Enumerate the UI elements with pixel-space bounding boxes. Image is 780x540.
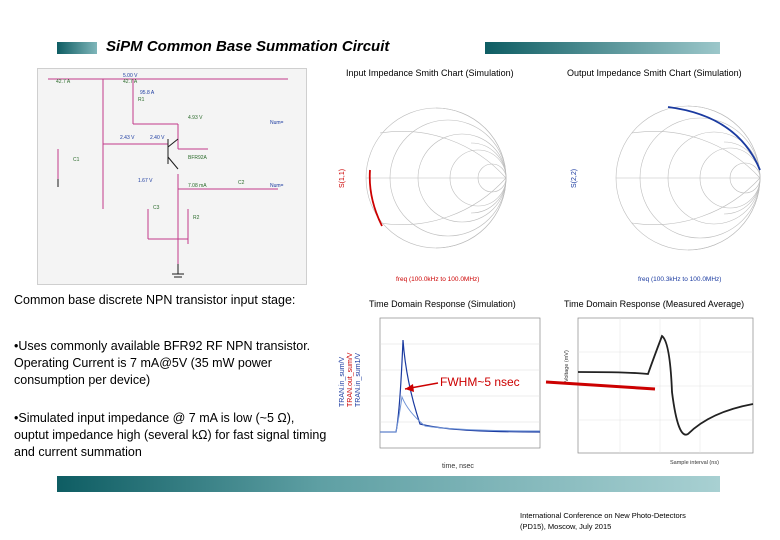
bullet-1: •Simulated input impedance @ 7 mA is low… (14, 411, 327, 459)
svg-text:Num=: Num= (270, 120, 284, 126)
svg-text:BFR92A: BFR92A (188, 155, 208, 161)
time-sim-svg: TRAN.in_sum/V TRAN.out_sum/V TRAN.in_sum… (339, 317, 541, 470)
sim-trace-in (380, 395, 541, 433)
schematic-drawing: 42.7 A 42.7 A R1 4.93 V BFR92A 7.08 mA C… (48, 73, 288, 278)
output-smith-title: Output Impedance Smith Chart (Simulation… (567, 68, 742, 78)
footer-accent-bar (57, 476, 720, 492)
bullet-0: •Uses commonly available BFR92 RF NPN tr… (14, 339, 311, 387)
svg-text:C3: C3 (153, 205, 160, 211)
svg-text:C1: C1 (73, 157, 80, 163)
meas-xlabel: Sample interval (ns) (670, 460, 719, 466)
sim-xlabel: time, nsec (442, 463, 474, 470)
footer-text: International Conference on New Photo-De… (520, 511, 686, 531)
time-meas-title: Time Domain Response (Measured Average) (564, 299, 745, 309)
input-smith-ylabel: S(1,1) (339, 169, 346, 188)
input-smith-freq-label: freq (100.0kHz to 100.0MHz) (396, 276, 479, 283)
svg-text:7.08 mA: 7.08 mA (188, 183, 207, 189)
svg-text:2.40 V: 2.40 V (150, 135, 165, 141)
svg-text:95.8 A: 95.8 A (140, 90, 155, 96)
svg-text:5.00 V: 5.00 V (123, 73, 138, 79)
sim-legend-2: TRAN.in_sum1/V (355, 353, 362, 407)
sim-trace-out (380, 339, 541, 433)
svg-text:C2: C2 (238, 180, 245, 186)
meas-trace (577, 334, 754, 436)
slide-title: SiPM Common Base Summation Circuit (106, 38, 390, 55)
output-smith-freq-label: freq (100.3kHz to 100.0MHz) (638, 276, 721, 283)
sim-legend-0: TRAN.in_sum/V (339, 356, 346, 407)
time-sim-chart: TRAN.in_sum/V TRAN.out_sum/V TRAN.in_sum… (330, 312, 545, 479)
sim-legend-1: TRAN.out_sum/V (347, 352, 354, 407)
meas-ylabel: Voltage (mV) (564, 350, 570, 382)
svg-text:R2: R2 (193, 215, 200, 221)
title-accent-bar-left (57, 42, 97, 54)
svg-text:2.43 V: 2.43 V (120, 135, 135, 141)
input-smith-svg: S(1,1) freq (100.0kHz to 100.0MHz) (339, 107, 507, 283)
svg-text:4.93 V: 4.93 V (188, 115, 203, 121)
fwhm-annotation: FWHM~5 nsec (440, 375, 520, 389)
time-sim-title: Time Domain Response (Simulation) (369, 299, 516, 309)
output-smith-svg: S(2,2) freq (100.3kHz to 100.0MHz) (571, 105, 761, 283)
output-smith-chart: S(2,2) freq (100.3kHz to 100.0MHz) (548, 78, 768, 288)
svg-text:42.7 A: 42.7 A (56, 79, 71, 85)
svg-text:R1: R1 (138, 97, 145, 103)
output-smith-ylabel: S(2,2) (571, 169, 578, 188)
svg-text:42.7 A: 42.7 A (123, 79, 138, 85)
schematic-image: 42.7 A 42.7 A R1 4.93 V BFR92A 7.08 mA C… (37, 68, 307, 285)
output-smith-trace (667, 106, 761, 171)
svg-text:1.67 V: 1.67 V (138, 178, 153, 184)
title-accent-bar-right (485, 42, 720, 54)
input-smith-title: Input Impedance Smith Chart (Simulation) (346, 68, 514, 78)
schematic-caption: Common base discrete NPN transistor inpu… (14, 293, 296, 307)
input-smith-trace (368, 169, 383, 227)
input-smith-chart: S(1,1) freq (100.0kHz to 100.0MHz) (320, 78, 532, 288)
svg-text:Num=: Num= (270, 183, 284, 189)
